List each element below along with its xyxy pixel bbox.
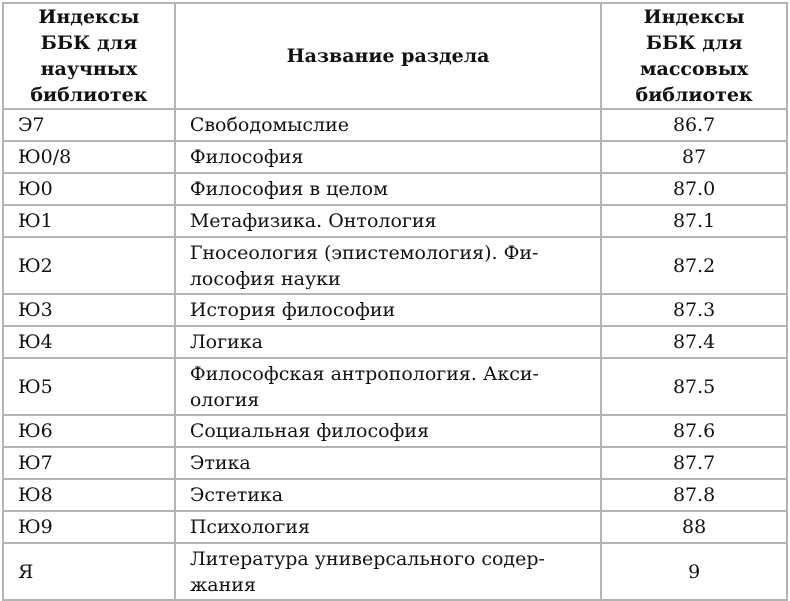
section-name-cell: Философия	[173, 140, 603, 174]
section-name-cell: Метафизика. Онтология	[173, 204, 603, 238]
mass-index-cell: 87.6	[600, 414, 788, 448]
table-row: Ю3 История философии 87.3	[2, 293, 788, 327]
scientific-index-cell: Ю0/8	[2, 140, 176, 174]
mass-index-cell: 88	[600, 510, 788, 544]
table-row: Ю0/8 Философия 87	[2, 140, 788, 174]
mass-index-cell: 87	[600, 140, 788, 174]
header-scientific-index: Индексы ББК для научных библиотек	[2, 2, 176, 110]
scientific-index-cell: Ю2	[2, 236, 176, 295]
scientific-index-cell: Ю5	[2, 357, 176, 416]
mass-index-cell: 87.8	[600, 478, 788, 512]
section-name-cell: Литература универсального содер-жания	[173, 542, 603, 601]
table-row: Ю7 Этика 87.7	[2, 446, 788, 480]
section-name-cell: Этика	[173, 446, 603, 480]
mass-index-cell: 87.2	[600, 236, 788, 295]
section-name-cell: Психология	[173, 510, 603, 544]
table-row: Ю4 Логика 87.4	[2, 325, 788, 359]
table-row: Ю0 Философия в целом 87.0	[2, 172, 788, 206]
scientific-index-cell: Ю6	[2, 414, 176, 448]
section-name-cell: Философская антропология. Акси-ология	[173, 357, 603, 416]
mass-index-cell: 87.4	[600, 325, 788, 359]
scientific-index-cell: Я	[2, 542, 176, 601]
table-row: Ю2 Гносеология (эпистемология). Фи-лософи…	[2, 236, 788, 295]
header-row: Индексы ББК для научных библиотек Назван…	[2, 2, 788, 110]
table-row: Э7 Свободомыслие 86.7	[2, 108, 788, 142]
mass-index-cell: 87.3	[600, 293, 788, 327]
scientific-index-cell: Ю9	[2, 510, 176, 544]
scientific-index-cell: Ю0	[2, 172, 176, 206]
mass-index-cell: 87.5	[600, 357, 788, 416]
table-row: Ю8 Эстетика 87.8	[2, 478, 788, 512]
section-name-cell: Свободомыслие	[173, 108, 603, 142]
mass-index-cell: 86.7	[600, 108, 788, 142]
section-name-cell: Эстетика	[173, 478, 603, 512]
table-row: Ю6 Социальная философия 87.6	[2, 414, 788, 448]
table-row: Ю9 Психология 88	[2, 510, 788, 544]
mass-index-cell: 9	[600, 542, 788, 601]
scientific-index-cell: Ю1	[2, 204, 176, 238]
table-row: Ю5 Философская антропология. Акси-ология 8…	[2, 357, 788, 416]
table-row: Я Литература универсального содер-жания 9	[2, 542, 788, 601]
header-section-name: Название раздела	[173, 2, 603, 110]
scientific-index-cell: Ю8	[2, 478, 176, 512]
header-mass-index: Индексы ББК для массовых библиотек	[600, 2, 788, 110]
scientific-index-cell: Ю4	[2, 325, 176, 359]
section-name-cell: Гносеология (эпистемология). Фи-лософия …	[173, 236, 603, 295]
mass-index-cell: 87.0	[600, 172, 788, 206]
scientific-index-cell: Ю7	[2, 446, 176, 480]
scientific-index-cell: Э7	[2, 108, 176, 142]
table-row: Ю1 Метафизика. Онтология 87.1	[2, 204, 788, 238]
section-name-cell: Социальная философия	[173, 414, 603, 448]
mass-index-cell: 87.7	[600, 446, 788, 480]
section-name-cell: Логика	[173, 325, 603, 359]
mass-index-cell: 87.1	[600, 204, 788, 238]
section-name-cell: Философия в целом	[173, 172, 603, 206]
scientific-index-cell: Ю3	[2, 293, 176, 327]
section-name-cell: История философии	[173, 293, 603, 327]
